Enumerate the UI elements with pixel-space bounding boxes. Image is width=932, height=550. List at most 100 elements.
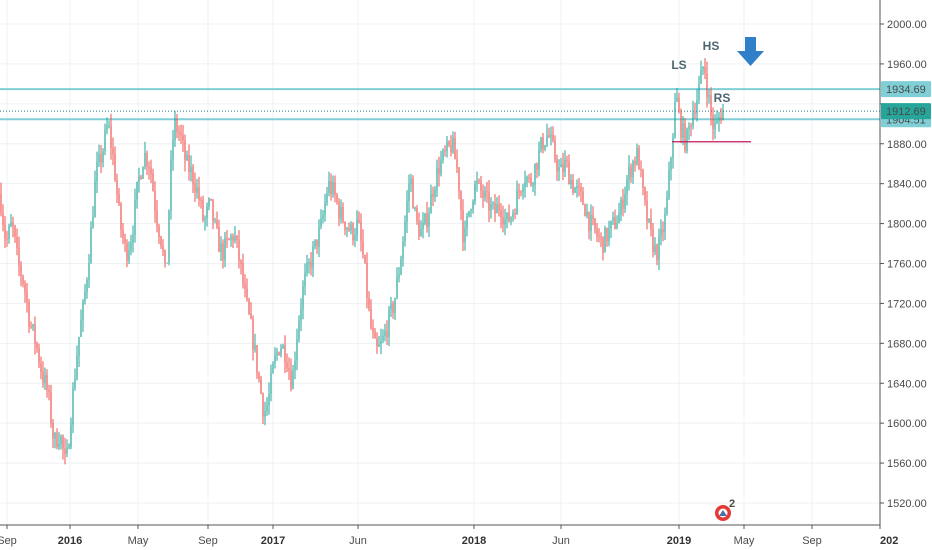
candle-body bbox=[386, 330, 388, 338]
candle-body bbox=[690, 125, 692, 127]
candle-body bbox=[36, 343, 38, 348]
candle-body bbox=[28, 302, 30, 327]
y-tick-label: 1720.00 bbox=[887, 298, 927, 310]
candle-body bbox=[514, 213, 516, 215]
candle-body bbox=[638, 147, 640, 170]
candle-body bbox=[324, 202, 326, 216]
candle-body bbox=[4, 224, 6, 239]
candle-body bbox=[362, 240, 364, 256]
candle-body bbox=[694, 112, 696, 114]
candle-body bbox=[390, 303, 392, 310]
candle-body bbox=[670, 158, 672, 171]
candle-body bbox=[316, 239, 318, 247]
candle-body bbox=[26, 291, 28, 303]
candle-body bbox=[426, 213, 428, 228]
candle-body bbox=[648, 218, 650, 222]
candle-body bbox=[492, 203, 494, 205]
candle-body bbox=[290, 370, 292, 389]
candle-body bbox=[512, 213, 514, 218]
candle-body bbox=[686, 128, 688, 151]
candle-body bbox=[650, 218, 652, 229]
candle-body bbox=[52, 423, 54, 439]
y-tick-label: 1760.00 bbox=[887, 259, 927, 271]
candle-body bbox=[522, 187, 524, 192]
badge-count: 2 bbox=[729, 498, 735, 510]
candle-body bbox=[0, 193, 2, 213]
x-tick-label: Jun bbox=[552, 535, 570, 547]
candle-body bbox=[482, 190, 484, 198]
candle-body bbox=[544, 145, 546, 150]
candle-body bbox=[456, 159, 458, 168]
candle-body bbox=[612, 217, 614, 221]
y-tick-label: 1560.00 bbox=[887, 458, 927, 470]
x-tick-label: 2017 bbox=[261, 535, 285, 547]
candle-body bbox=[708, 95, 710, 97]
candle-body bbox=[172, 140, 174, 160]
annotation-ls[interactable]: LS bbox=[671, 58, 686, 72]
candle-body bbox=[360, 222, 362, 241]
candle-body bbox=[228, 239, 230, 241]
candle-body bbox=[490, 203, 492, 212]
candle-body bbox=[700, 69, 702, 84]
candle-body bbox=[624, 194, 626, 209]
candle-body bbox=[486, 190, 488, 192]
candle-body bbox=[266, 405, 268, 412]
candle-body bbox=[260, 378, 262, 394]
candle-body bbox=[660, 229, 662, 237]
candle-body bbox=[614, 217, 616, 229]
candle-body bbox=[80, 320, 82, 337]
candle-body bbox=[488, 191, 490, 212]
candle-body bbox=[602, 236, 604, 253]
candle-body bbox=[34, 324, 36, 344]
candle-body bbox=[46, 375, 48, 390]
candle-body bbox=[142, 167, 144, 179]
annotation-rs[interactable]: RS bbox=[714, 91, 731, 105]
candle-body bbox=[706, 73, 708, 97]
y-tick-labels: 2000.00 1960.00 1880.00 1840.00 1800.00 1760.… bbox=[880, 19, 927, 510]
candle-body bbox=[86, 279, 88, 293]
candle-body bbox=[132, 234, 134, 243]
candle-body bbox=[20, 265, 22, 277]
x-tick-label: May bbox=[128, 535, 149, 547]
candle-body bbox=[344, 221, 346, 230]
candle-body bbox=[66, 448, 68, 454]
candle-body bbox=[276, 352, 278, 355]
candle-body bbox=[476, 180, 478, 184]
horizontal-lines bbox=[0, 88, 880, 121]
candle-body bbox=[540, 137, 542, 150]
candle-body bbox=[70, 424, 72, 447]
candle-body bbox=[402, 241, 404, 260]
candle-body bbox=[158, 226, 160, 237]
candle-body bbox=[30, 326, 32, 328]
candle-body bbox=[334, 182, 336, 195]
candle-body bbox=[432, 194, 434, 198]
candle-body bbox=[704, 66, 706, 74]
candle-body bbox=[594, 218, 596, 230]
candle-body bbox=[508, 212, 510, 222]
price-label-current-box bbox=[881, 103, 931, 120]
candle-body bbox=[2, 212, 4, 225]
candle-body bbox=[428, 213, 430, 228]
candle-body bbox=[474, 183, 476, 202]
candle-body bbox=[530, 177, 532, 185]
candle-body bbox=[338, 202, 340, 219]
annotation-hs[interactable]: HS bbox=[703, 39, 720, 53]
candle-body bbox=[64, 448, 66, 454]
candle-body bbox=[654, 244, 656, 253]
candle-body bbox=[382, 336, 384, 341]
candle-body bbox=[374, 331, 376, 339]
y-tick-label: 1880.00 bbox=[887, 139, 927, 151]
candle-body bbox=[90, 227, 92, 264]
candle-body bbox=[166, 262, 168, 264]
arrow-down-icon[interactable] bbox=[737, 37, 764, 66]
candle-body bbox=[546, 135, 548, 146]
candle-body bbox=[640, 169, 642, 171]
candle-body bbox=[592, 214, 594, 219]
candle-body bbox=[230, 236, 232, 240]
candle-body bbox=[366, 262, 368, 298]
candle-body bbox=[58, 444, 60, 448]
candle-body bbox=[348, 227, 350, 231]
candle-body bbox=[504, 219, 506, 225]
